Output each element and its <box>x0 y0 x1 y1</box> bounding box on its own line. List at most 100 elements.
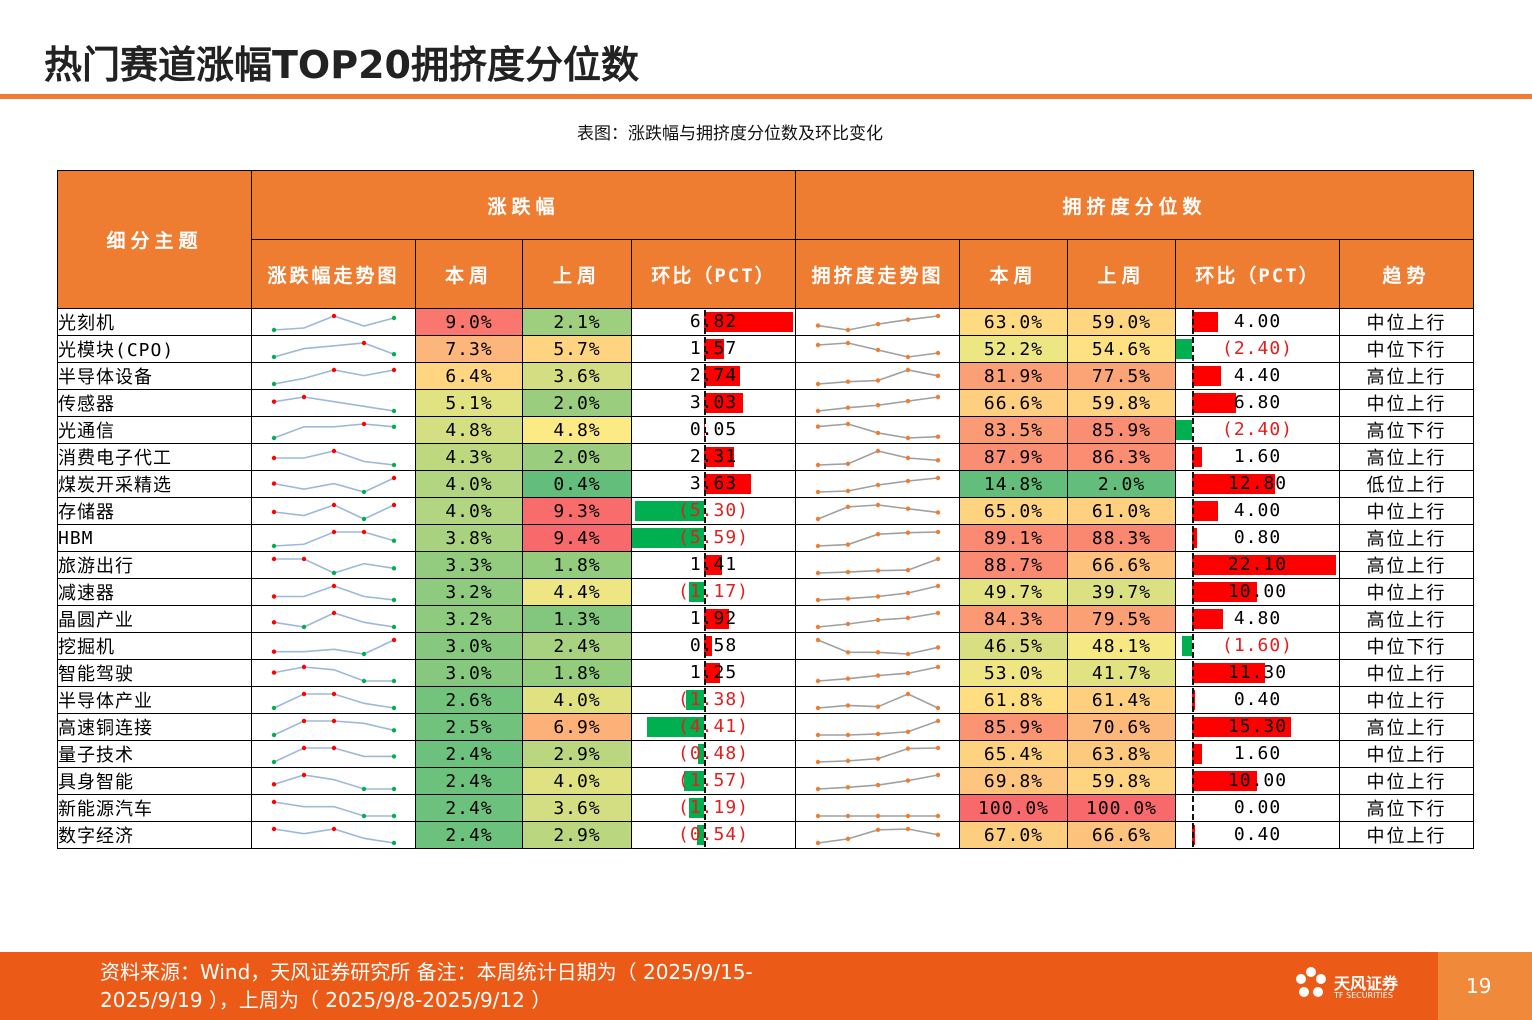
sparkline-point <box>301 718 306 724</box>
crowd-this-week: 84.3% <box>959 605 1069 633</box>
return-mom-value: 1.25 <box>689 662 738 683</box>
sparkline-chart <box>815 637 940 657</box>
return-this-week: 7.3% <box>415 335 523 363</box>
crowd-mom-axis <box>1192 742 1195 766</box>
sparkline-chart <box>815 394 940 414</box>
crowd-this-week: 85.9% <box>959 713 1069 741</box>
return-mom-axis <box>704 418 706 442</box>
sparkline-point <box>331 826 336 832</box>
crowd-mom-cell: 22.10 <box>1175 551 1341 579</box>
return-mom-axis <box>704 634 706 658</box>
return-this-week: 3.0% <box>415 632 523 660</box>
sparkline-point <box>391 786 396 792</box>
return-last-week: 0.4% <box>522 470 632 498</box>
return-last-week: 9.3% <box>522 497 632 525</box>
return-mom-axis <box>704 823 706 847</box>
sparkline-point <box>815 570 820 576</box>
crowd-last-week: 61.4% <box>1067 686 1177 714</box>
return-mom-bar <box>688 582 704 602</box>
table-row: 数字经济 2.4% 2.9% (0.54) 67.0% 66.6% 0.40 中位上行 <box>57 821 1475 849</box>
return-mom-axis <box>704 661 706 685</box>
return-mom-cell: (0.54) <box>630 821 797 849</box>
sparkline-chart <box>815 475 940 495</box>
crowd-mom-axis <box>1192 688 1195 712</box>
crowd-last-week: 88.3% <box>1067 524 1177 552</box>
crowd-mom-bar <box>1176 420 1192 440</box>
sparkline-point <box>391 367 396 373</box>
sparkline-point <box>271 556 276 562</box>
sparkline-point <box>361 813 366 819</box>
return-mom-bar <box>632 528 704 548</box>
sparkline-point <box>361 340 366 346</box>
return-last-week: 1.3% <box>522 605 632 633</box>
crowd-last-week: 70.6% <box>1067 713 1177 741</box>
sparkline-chart <box>815 610 940 630</box>
theme-name: 消费电子代工 <box>57 443 252 471</box>
crowd-last-week: 85.9% <box>1067 416 1177 444</box>
crowd-mom-axis <box>1192 634 1195 658</box>
return-mom-bar <box>683 771 704 791</box>
crowd-mom-value: 6.80 <box>1233 392 1282 413</box>
crowd-mom-cell: 4.00 <box>1175 308 1341 336</box>
return-mom-value: (5.59) <box>677 527 750 548</box>
table-row: 半导体产业 2.6% 4.0% (1.38) 61.8% 61.4% 0.40 中位上行 <box>57 686 1475 714</box>
page-number: 19 <box>1466 974 1492 998</box>
return-mom-bar <box>704 555 723 575</box>
sparkline-chart <box>271 718 396 738</box>
source-note-line-1: 资料来源：Wind，天风证券研究所 备注：本周统计日期为（ 2025/9/15- <box>100 960 753 984</box>
table-row: HBM 3.8% 9.4% (5.59) 89.1% 88.3% 0.80 高位上行 <box>57 524 1475 552</box>
sparkline-point <box>271 594 276 599</box>
sparkline-point <box>875 617 880 623</box>
crowd-mom-axis <box>1192 418 1195 442</box>
sparkline-point <box>271 354 276 360</box>
sparkline-point <box>845 785 850 790</box>
sparkline-point <box>845 732 850 738</box>
return-mom-axis <box>704 715 706 739</box>
sparkline-point <box>815 624 820 630</box>
sparkline-point <box>271 620 276 625</box>
sparkline-point <box>935 645 940 650</box>
return-this-week: 9.0% <box>415 308 523 336</box>
header-return-trend: 涨跌幅走势图 <box>251 239 416 309</box>
sparkline-point <box>331 610 336 616</box>
sparkline-point <box>271 799 276 805</box>
sparkline-point <box>875 594 880 599</box>
crowd-sparkline-cell <box>795 551 961 579</box>
crowd-mom-value: 0.40 <box>1233 824 1282 845</box>
sparkline-point <box>361 516 366 522</box>
crowd-mom-value: 0.40 <box>1233 689 1282 710</box>
sparkline-chart <box>271 826 396 846</box>
sparkline-chart <box>815 448 940 468</box>
trend-label: 高位上行 <box>1339 551 1475 579</box>
trend-label: 中位上行 <box>1339 659 1475 687</box>
sparkline-point <box>845 676 850 681</box>
crowd-sparkline-cell <box>795 605 961 633</box>
trend-label: 中位上行 <box>1339 497 1475 525</box>
crowd-mom-axis <box>1192 823 1195 847</box>
sparkline-point <box>815 813 820 819</box>
sparkline-point <box>301 745 306 751</box>
crowd-mom-value: (2.40) <box>1222 419 1294 440</box>
crowd-mom-cell: (2.40) <box>1175 335 1341 363</box>
sparkline-point <box>905 651 910 657</box>
return-mom-value: 2.74 <box>689 365 738 386</box>
sparkline-point <box>391 462 396 468</box>
sparkline-path <box>273 666 394 682</box>
crowd-mom-cell: 6.80 <box>1175 389 1341 417</box>
crowd-mom-value: 0.80 <box>1233 527 1282 548</box>
crowd-mom-bar <box>1192 555 1336 575</box>
crowd-mom-bar <box>1192 528 1198 548</box>
sparkline-point <box>905 567 910 573</box>
header-return-mom: 环比（PCT） <box>630 239 797 309</box>
sparkline-point <box>361 786 366 792</box>
sparkline-point <box>391 502 396 508</box>
sparkline-chart <box>815 313 940 333</box>
crowd-mom-bar <box>1192 744 1203 764</box>
brand-logo: 天风证券 TF SECURITIES <box>1292 964 1412 1008</box>
table-row: 旅游出行 3.3% 1.8% 1.41 88.7% 66.6% 22.10 高位上行 <box>57 551 1475 579</box>
sparkline-point <box>935 745 940 751</box>
sparkline-point <box>935 394 940 400</box>
sparkline-point <box>331 502 336 508</box>
sparkline-point <box>845 504 850 510</box>
table-row: 新能源汽车 2.4% 3.6% (1.19) 100.0% 100.0% 0.00 高位下行 <box>57 794 1475 822</box>
